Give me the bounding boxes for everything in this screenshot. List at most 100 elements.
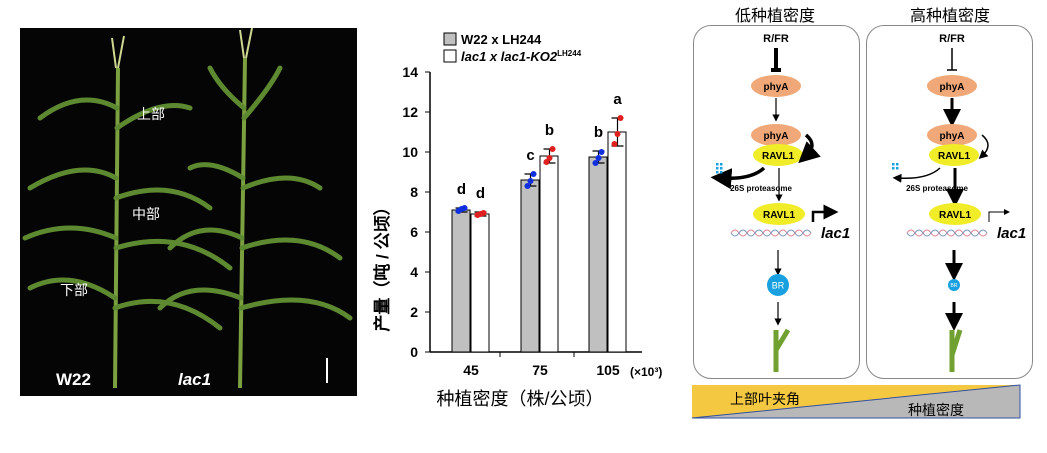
y-tick-label: 6 [410,224,418,240]
y-tick-label: 14 [402,64,418,80]
low-density-pathway-box [693,25,860,379]
low-degradation-arrow [710,166,766,190]
low-ravl1-node [753,203,805,225]
low-ravl1-label-2: RAVL1 [763,210,795,221]
y-tick-label: 8 [410,184,418,200]
bar [607,131,627,353]
legend-swatch-w22 [443,32,457,46]
significance-letter: b [545,122,554,139]
significance-letter: d [457,181,466,198]
low-degraded-fragment [720,171,723,174]
low-density-title: 低种植密度 [734,8,815,25]
significance-letter: d [476,185,485,202]
low-leaf-angle-icon [773,328,791,372]
low-rfr-label: R/FR [763,33,789,45]
low-transcription-arrow [811,204,839,222]
high-phya-label: phyA [940,82,965,93]
high-binding-arrow [978,134,989,160]
low-degraded-fragment [720,167,723,170]
high-rfr-label: R/FR [939,33,965,45]
y-tick-label: 12 [402,104,418,120]
high-degradation-arrow [892,167,941,183]
data-point [595,155,602,161]
data-point [611,141,618,147]
low-br-label: BR [772,281,785,291]
high-density-title: 高种植密度 [909,8,990,25]
high-lac1-label: lac1 [997,225,1026,242]
low-lac1-label: lac1 [821,225,850,242]
low-degraded-fragment [716,167,719,170]
high-phya-complex [927,124,977,146]
high-ravl1-label: RAVL1 [938,151,970,162]
legend-label-w22: W22 x LH244 [461,32,542,47]
high-ravl1-label-2: RAVL1 [939,210,971,221]
genotype-w22: W22 [56,370,91,389]
low-ravl1-complex [753,144,803,166]
high-proteasome-label: 26S proteasome [906,184,968,193]
pathway-diagram: R/FR phyA phyA RAVL1 26S proteasome RAVL1 lac1… [691,33,1026,419]
data-point [598,149,605,155]
yield-bar-chart: W22 x LH244 lac1 x lac1-KO2LH244 产量（吨 / … [372,32,662,409]
maize-plant-photo: 上部 中部 下部 W22 lac1 [20,27,357,396]
high-degraded-fragment [892,167,895,170]
density-label: 种植密度 [908,402,964,418]
bar [588,156,608,353]
low-phya-complex [751,124,801,146]
x-tick-label: 45 [463,362,479,378]
x-unit-label: (×10³) [630,365,662,379]
low-inhibition-arrow [771,48,781,72]
low-proteasome-label: 26S proteasome [730,184,792,193]
y-tick-label: 10 [402,144,418,160]
high-inhibition-arrow [947,48,957,71]
high-transcription-arrow [988,209,1010,222]
data-point [546,155,553,161]
low-phya-node [751,75,801,97]
data-point [524,183,531,189]
high-density-pathway-box [866,25,1033,379]
y-tick-label: 2 [410,304,418,320]
high-degraded-fragment [892,163,895,166]
low-degraded-fragment [716,171,719,174]
upper-label: 上部 [137,106,165,122]
maize-plants-illustration [22,27,353,389]
data-point [592,160,599,166]
x-tick-label: 105 [596,362,620,378]
high-degraded-fragment [896,163,899,166]
legend-swatch-lac1 [443,49,457,63]
data-point [527,178,534,184]
low-br-icon [767,274,789,296]
significance-letter: b [594,124,603,141]
middle-label: 中部 [132,206,160,222]
high-leaf-angle-icon [949,329,963,372]
high-degraded-fragment [896,167,899,170]
high-dna-icon [906,229,988,237]
bar [520,179,540,353]
bar [451,209,471,353]
data-point [530,171,537,177]
significance-letter: a [613,91,622,108]
high-phya-label-2: phyA [940,131,965,142]
high-br-label: BR [951,283,958,289]
leaf-angle-label: 上部叶夹角 [730,391,800,407]
high-ravl1-node [929,203,981,225]
significance-letter: c [526,147,534,164]
data-point [617,115,624,121]
lower-label: 下部 [60,282,88,298]
y-axis-label: 产量（吨 / 公顷） [372,198,392,331]
density-gradient [691,384,1021,419]
low-phya-label: phyA [764,82,789,93]
y-tick-label: 4 [410,264,418,280]
data-point [480,210,487,216]
genotype-lac1: lac1 [178,370,212,389]
low-degraded-fragment [716,163,719,166]
high-br-icon [948,279,960,291]
data-point [614,131,621,137]
low-dna-icon [730,229,812,237]
x-axis-label: 种植密度（株/公顷） [436,389,603,409]
x-tick-label: 75 [532,362,548,378]
low-phya-label-2: phyA [764,131,789,142]
bar [470,213,490,353]
low-binding-arrow [798,133,821,164]
data-point [461,205,468,211]
bar [539,155,559,353]
